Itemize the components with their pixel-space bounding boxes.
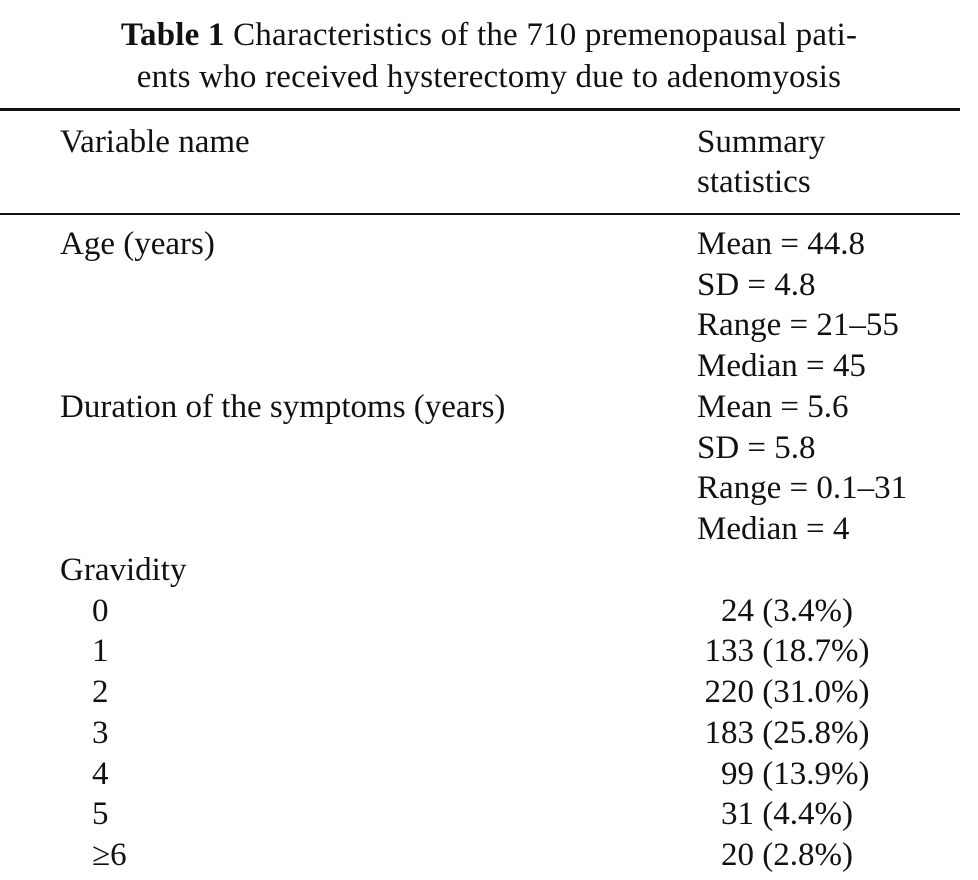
age-sd: SD = 4.8	[697, 267, 816, 303]
table-caption: Table 1 Characteristics of the 710 preme…	[0, 14, 978, 98]
gravidity-value: 133 (18.7%)	[697, 631, 870, 671]
gravidity-level: 2	[92, 674, 109, 710]
gravidity-level: 3	[92, 715, 109, 751]
gravidity-level: 1	[92, 633, 109, 669]
gravidity-count: 220	[704, 674, 755, 710]
age-range: Range = 21–55	[697, 307, 899, 343]
duration-sd: SD = 5.8	[697, 430, 816, 466]
top-rule	[0, 108, 960, 111]
caption-label: Table 1	[120, 17, 225, 53]
gravidity-percent: (3.4%)	[762, 593, 853, 629]
gravidity-value: 24 (3.4%)	[697, 591, 853, 631]
gravidity-percent: (18.7%)	[762, 633, 870, 669]
gravidity-value: 220 (31.0%)	[697, 672, 870, 712]
gravidity-percent: (25.8%)	[762, 715, 870, 751]
duration-range: Range = 0.1–31	[697, 470, 908, 506]
gravidity-level: 0	[92, 593, 109, 629]
gravidity-value: 31 (4.4%)	[697, 794, 853, 834]
gravidity-count: 183	[704, 715, 755, 751]
caption-line-2: ents who received hysterectomy due to ad…	[136, 59, 842, 95]
gravidity-level: 4	[92, 756, 109, 792]
gravidity-count: 133	[704, 633, 755, 669]
gravidity-percent: (13.9%)	[762, 756, 870, 792]
gravidity-count: 31	[721, 796, 754, 832]
duration-mean: Mean = 5.6	[697, 389, 849, 425]
gravidity-level: ≥6	[92, 837, 127, 873]
gravidity-percent: (31.0%)	[762, 674, 870, 710]
age-median: Median = 45	[697, 348, 866, 384]
gravidity-count: 20	[721, 837, 754, 873]
age-mean: Mean = 44.8	[697, 226, 865, 262]
row-age-label: Age (years)	[60, 226, 215, 262]
gravidity-value: 99 (13.9%)	[697, 754, 869, 794]
gravidity-percent: (4.4%)	[762, 796, 853, 832]
gravidity-percent: (2.8%)	[762, 837, 853, 873]
header-summary-line-2: statistics	[697, 164, 811, 200]
header-summary-line-1: Summary	[697, 124, 826, 160]
gravidity-value: 20 (2.8%)	[697, 835, 853, 875]
gravidity-count: 99	[721, 756, 754, 792]
row-duration-label: Duration of the symptoms (years)	[60, 389, 506, 425]
gravidity-level: 5	[92, 796, 109, 832]
row-gravidity-label: Gravidity	[60, 552, 187, 588]
caption-text-1: Characteristics of the 710 premenopausal…	[233, 17, 858, 53]
header-summary-statistics: Summary statistics	[697, 122, 937, 202]
gravidity-value: 183 (25.8%)	[697, 713, 870, 753]
caption-line-1: Table 1 Characteristics of the 710 preme…	[0, 14, 978, 56]
gravidity-count: 24	[721, 593, 754, 629]
header-rule	[0, 213, 960, 215]
duration-median: Median = 4	[697, 511, 850, 547]
header-variable-name: Variable name	[60, 124, 250, 160]
